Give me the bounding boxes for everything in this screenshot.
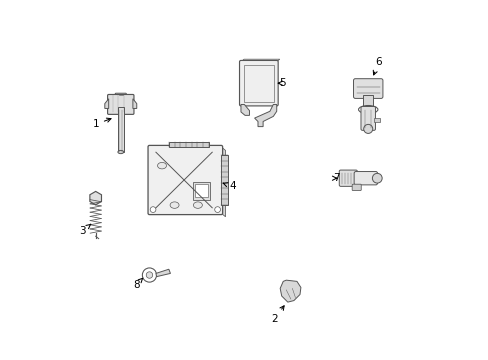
Polygon shape [156,269,170,276]
Polygon shape [90,192,102,205]
Bar [244,65,273,102]
Polygon shape [241,59,279,62]
Polygon shape [133,99,137,108]
FancyBboxPatch shape [351,184,361,190]
Circle shape [150,207,156,212]
Bar [192,182,210,200]
Circle shape [363,124,372,134]
Text: 1: 1 [92,118,111,129]
Text: 2: 2 [270,306,284,324]
Ellipse shape [157,162,166,169]
FancyBboxPatch shape [353,79,382,98]
Polygon shape [254,104,276,127]
Bar [195,184,207,197]
FancyBboxPatch shape [353,171,377,185]
Polygon shape [221,147,225,217]
Circle shape [214,207,220,212]
FancyBboxPatch shape [360,107,375,130]
Circle shape [146,272,152,278]
Ellipse shape [118,150,123,154]
Polygon shape [241,104,249,115]
Text: 3: 3 [79,224,91,236]
Text: 4: 4 [223,181,235,192]
FancyBboxPatch shape [115,93,126,103]
Bar [221,155,227,205]
FancyBboxPatch shape [339,170,357,186]
FancyBboxPatch shape [107,94,134,114]
Text: 5: 5 [278,78,285,88]
Polygon shape [104,99,108,108]
Ellipse shape [193,202,202,208]
Bar [373,118,379,122]
Bar [363,95,372,108]
FancyBboxPatch shape [148,145,222,215]
FancyBboxPatch shape [239,60,278,106]
Text: 7: 7 [332,173,339,183]
Ellipse shape [170,202,179,208]
Bar [169,142,208,147]
Text: 6: 6 [372,57,382,75]
Circle shape [372,173,381,183]
Bar [118,107,123,152]
Polygon shape [280,280,300,302]
Text: 8: 8 [133,278,142,290]
